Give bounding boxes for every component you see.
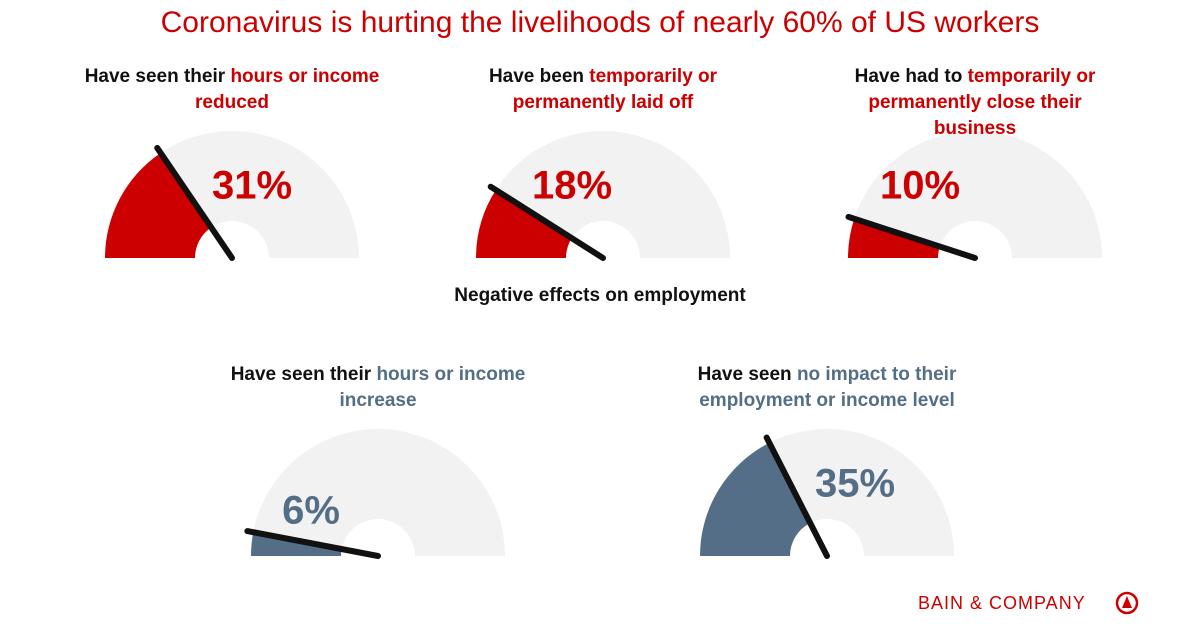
- needle: [244, 528, 381, 559]
- value-label: 10%: [880, 164, 960, 208]
- label-highlight: no impact to their employment or income …: [699, 364, 957, 411]
- label-text: Have seen their: [84, 66, 226, 87]
- logo-mark: [1122, 596, 1132, 608]
- gauge-label: Have had to temporarily or permanently c…: [825, 64, 1125, 142]
- needle: [763, 434, 830, 559]
- value-label: 31%: [212, 164, 292, 208]
- label-text: Have seen their: [230, 364, 372, 385]
- needle: [487, 183, 606, 261]
- needle: [154, 144, 235, 261]
- gauge-fill: [848, 218, 940, 258]
- gauge-label: Have seen no impact to their employment …: [677, 362, 977, 414]
- value-label: 18%: [532, 164, 612, 208]
- label-highlight: hours or income increase: [339, 364, 526, 411]
- logo-icon: [1115, 591, 1139, 615]
- label-highlight: temporarily or permanently laid off: [512, 66, 718, 113]
- value-label: 6%: [282, 489, 340, 533]
- label-highlight: hours or income reduced: [195, 66, 380, 113]
- label-highlight: temporarily or permanently close their b…: [868, 66, 1096, 139]
- title: Coronavirus is hurting the livelihoods o…: [160, 6, 1040, 39]
- value-label: 35%: [815, 462, 895, 506]
- brand: BAIN & COMPANY: [918, 593, 1086, 613]
- section-label: Negative effects on employment: [454, 285, 746, 306]
- label-text: Have seen: [697, 364, 792, 385]
- needle: [845, 213, 978, 261]
- gauge-label: Have been temporarily or permanently lai…: [453, 64, 753, 116]
- gauge-track: [848, 131, 1102, 258]
- gauge-label: Have seen their hours or income reduced: [82, 64, 382, 116]
- gauge-fill: [105, 152, 212, 258]
- gauge-label: Have seen their hours or income increase: [228, 362, 528, 414]
- label-text: Have had to: [854, 66, 963, 87]
- label-text: Have been: [488, 66, 584, 87]
- gauge-track: [251, 429, 505, 556]
- gauge-fill: [476, 189, 572, 258]
